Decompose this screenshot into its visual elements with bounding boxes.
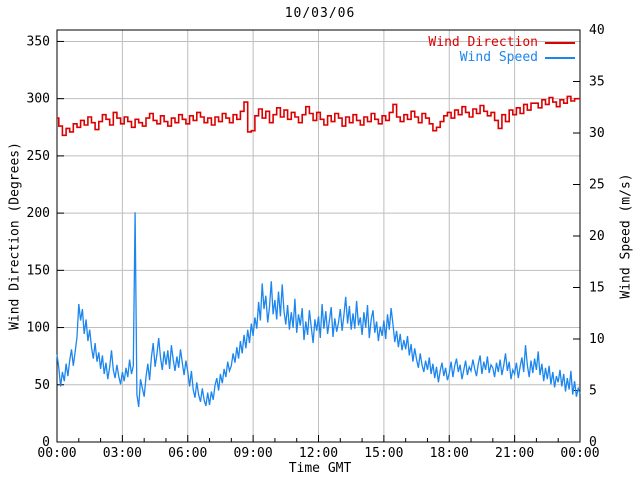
x-tick-label: 21:00 bbox=[495, 446, 534, 461]
x-axis-label: Time GMT bbox=[288, 461, 352, 476]
y-right-tick-label: 35 bbox=[589, 75, 605, 90]
y-left-tick-label: 350 bbox=[27, 34, 50, 49]
y-right-tick-label: 15 bbox=[589, 281, 605, 296]
y-left-tick-label: 300 bbox=[27, 92, 50, 107]
y-left-tick-label: 150 bbox=[27, 263, 50, 278]
legend: Wind Direction Wind Speed bbox=[428, 35, 575, 65]
wind-speed-line-swatch bbox=[545, 56, 575, 59]
y-left-tick-label: 0 bbox=[42, 435, 50, 450]
legend-item-wind-speed: Wind Speed bbox=[428, 50, 575, 65]
series-wind-direction bbox=[57, 95, 580, 137]
x-tick-label: 06:00 bbox=[168, 446, 207, 461]
legend-label-wind-speed: Wind Speed bbox=[459, 50, 538, 65]
x-tick-label: 09:00 bbox=[234, 446, 273, 461]
y-left-tick-label: 200 bbox=[27, 206, 50, 221]
y-right-tick-label: 40 bbox=[589, 23, 605, 38]
series-wind-speed bbox=[56, 212, 581, 408]
y-right-tick-label: 5 bbox=[589, 384, 597, 399]
y-left-tick-label: 100 bbox=[27, 321, 50, 336]
y-left-tick-label: 250 bbox=[27, 149, 50, 164]
y-right-tick-label: 20 bbox=[589, 229, 605, 244]
legend-label-wind-direction: Wind Direction bbox=[428, 35, 538, 50]
x-tick-label: 00:00 bbox=[560, 446, 599, 461]
x-tick-label: 00:00 bbox=[37, 446, 76, 461]
x-tick-label: 15:00 bbox=[364, 446, 403, 461]
wind-direction-line-swatch bbox=[545, 41, 575, 44]
y-right-tick-label: 0 bbox=[589, 435, 597, 450]
y-axis-left-label: Wind Direction (Degrees) bbox=[7, 142, 23, 330]
y-right-tick-label: 10 bbox=[589, 332, 605, 347]
y-left-tick-label: 50 bbox=[34, 378, 50, 393]
x-tick-label: 03:00 bbox=[103, 446, 142, 461]
y-right-tick-label: 30 bbox=[589, 126, 605, 141]
y-right-tick-label: 25 bbox=[589, 178, 605, 193]
y-axis-right-label: Wind Speed (m/s) bbox=[618, 173, 634, 299]
legend-item-wind-direction: Wind Direction bbox=[428, 35, 575, 50]
x-tick-label: 12:00 bbox=[299, 446, 338, 461]
chart-title: 10/03/06 bbox=[284, 6, 356, 21]
x-tick-label: 18:00 bbox=[430, 446, 469, 461]
plot-border bbox=[56, 29, 581, 443]
